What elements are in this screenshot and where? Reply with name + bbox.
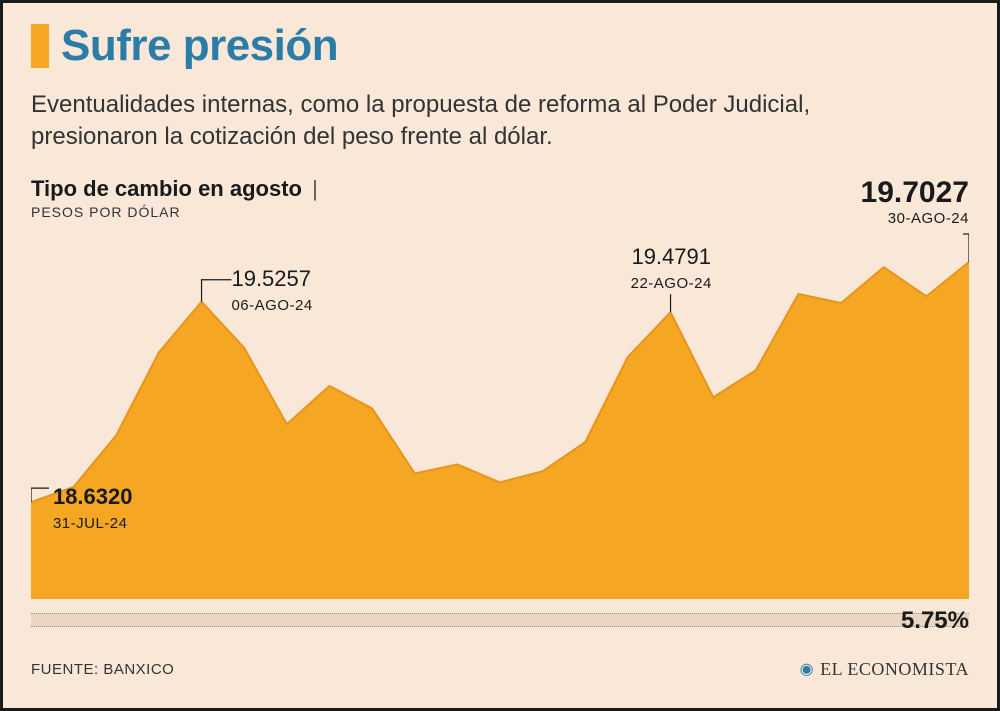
percent-bar: 5.75% [31, 613, 969, 641]
chart-unit-label: PESOS POR DÓLAR [31, 204, 318, 220]
brand-name: EL ECONOMISTA [820, 659, 969, 680]
final-value: 19.7027 [861, 176, 969, 210]
final-value-block: 19.7027 30-AGO-24 [861, 176, 969, 227]
chart-svg [31, 229, 969, 599]
callout: 19.479122-AGO-24 [631, 244, 712, 294]
callout: 18.632031-JUL-24 [53, 484, 133, 534]
callout: 19.525706-AGO-24 [231, 266, 312, 316]
title-accent-bar [31, 24, 49, 68]
infographic-frame: Sufre presión Eventualidades internas, c… [0, 0, 1000, 711]
title-row: Sufre presión [31, 21, 969, 71]
area-chart: 18.632031-JUL-24 19.525706-AGO-24 19.47912… [31, 229, 969, 599]
globe-icon: ◉ [800, 659, 814, 679]
chart-title-pipe: | [312, 176, 318, 201]
footer-row: FUENTE: BANXICO ◉ EL ECONOMISTA [31, 659, 969, 680]
percent-value: 5.75% [901, 607, 969, 635]
percent-bar-bg [31, 613, 969, 627]
chart-title: Tipo de cambio en agosto | [31, 176, 318, 202]
chart-title-bold: Tipo de cambio en agosto [31, 176, 302, 201]
subtitle-text: Eventualidades internas, como la propues… [31, 89, 911, 154]
chart-header: Tipo de cambio en agosto | PESOS POR DÓL… [31, 176, 969, 227]
brand-block: ◉ EL ECONOMISTA [800, 659, 969, 680]
chart-title-block: Tipo de cambio en agosto | PESOS POR DÓL… [31, 176, 318, 220]
source-label: FUENTE: BANXICO [31, 661, 174, 678]
main-title: Sufre presión [61, 21, 338, 71]
final-date: 30-AGO-24 [861, 210, 969, 227]
